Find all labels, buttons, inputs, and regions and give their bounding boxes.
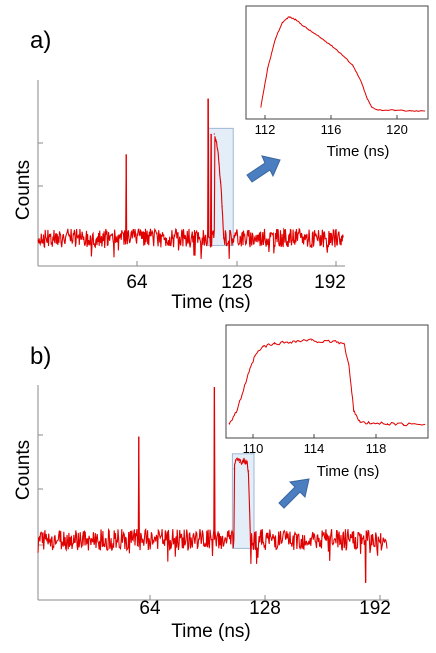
series-point bbox=[218, 163, 220, 165]
series-point bbox=[249, 539, 251, 541]
inset-series-point bbox=[262, 346, 264, 348]
inset-series-point bbox=[359, 422, 361, 424]
inset-series-point bbox=[286, 341, 288, 343]
x-tick-label-b-2: 128 bbox=[249, 598, 281, 619]
arrow-a bbox=[246, 155, 281, 183]
xlabel-b: Time (ns) bbox=[171, 621, 251, 642]
inset-series-point bbox=[371, 106, 373, 108]
x-tick-label-b-1: 64 bbox=[139, 598, 161, 619]
plot-a-data bbox=[37, 98, 344, 259]
inset-series-point bbox=[348, 364, 350, 366]
inset-series-point bbox=[336, 49, 338, 51]
inset-series-point bbox=[246, 377, 248, 379]
inset-series-point bbox=[319, 37, 321, 39]
series-point bbox=[239, 461, 241, 463]
inset-series-point bbox=[311, 31, 313, 33]
inset-b-tick-label-3: 118 bbox=[366, 441, 387, 456]
inset-series-point bbox=[275, 37, 277, 39]
inset-series-point bbox=[328, 42, 330, 44]
inset-series-point bbox=[298, 340, 300, 342]
inset-series-point bbox=[353, 65, 355, 67]
inset-b-xlabel: Time (ns) bbox=[317, 463, 380, 480]
arrow-b bbox=[278, 478, 310, 509]
series-point bbox=[215, 138, 217, 141]
inset-series-point bbox=[403, 423, 405, 425]
inset-b-frame bbox=[225, 324, 429, 439]
inset-series-point bbox=[303, 25, 305, 27]
inset-series-point bbox=[260, 106, 262, 108]
inset-a-xlabel: Time (ns) bbox=[327, 143, 390, 160]
inset-a: 112 116 120 Time (ns) bbox=[245, 5, 429, 160]
series-trace bbox=[37, 98, 344, 259]
inset-series-point bbox=[311, 339, 313, 341]
inset-series-point bbox=[267, 68, 269, 70]
inset-a-frame bbox=[245, 5, 429, 120]
inset-series-point bbox=[273, 343, 275, 345]
plot-b-axes bbox=[37, 385, 389, 601]
inset-series-point bbox=[361, 82, 363, 84]
inset-series-point bbox=[410, 110, 412, 112]
plot-b-data bbox=[37, 387, 388, 583]
series-point bbox=[213, 133, 215, 135]
series-point bbox=[220, 181, 222, 183]
inset-series-point bbox=[424, 423, 426, 425]
series-point bbox=[242, 459, 244, 461]
inset-series-point bbox=[343, 343, 345, 345]
inset-series-point bbox=[370, 422, 372, 424]
x-tick-label-a-1: 64 bbox=[126, 272, 148, 293]
inset-b: 110 114 118 Time (ns) bbox=[225, 324, 429, 480]
series-trace bbox=[37, 387, 388, 583]
panel-b: b) Counts 64 128 192 Time (ns) 110 bbox=[13, 324, 429, 642]
inset-series-point bbox=[288, 16, 290, 18]
inset-series-point bbox=[333, 340, 335, 342]
panel-a: a) Counts 64 128 192 Time (ns) 112 116 bbox=[13, 5, 429, 313]
inset-series-point bbox=[366, 97, 368, 99]
inset-a-tick-label-3: 120 bbox=[386, 122, 408, 137]
series-point bbox=[246, 461, 248, 463]
inset-series-point bbox=[322, 341, 324, 343]
panel-label-b: b) bbox=[30, 343, 51, 370]
x-tick-label-b-3: 192 bbox=[359, 598, 391, 619]
ylabel-b: Counts bbox=[13, 440, 34, 500]
inset-series-point bbox=[228, 422, 230, 424]
inset-b-tick-label-1: 110 bbox=[243, 441, 264, 456]
ylabel-a: Counts bbox=[13, 160, 34, 220]
inset-series-point bbox=[353, 409, 355, 411]
inset-series-point bbox=[254, 355, 256, 357]
x-tick-label-a-3: 192 bbox=[314, 272, 346, 293]
panel-label-a: a) bbox=[30, 27, 51, 54]
inset-series-point bbox=[377, 109, 379, 111]
inset-a-tick-label-1: 112 bbox=[255, 122, 276, 137]
inset-series-line bbox=[260, 16, 425, 112]
plot-a-axes bbox=[37, 80, 345, 267]
inset-series-point bbox=[394, 109, 396, 111]
inset-series-point bbox=[236, 409, 238, 411]
x-tick-label-a-2: 128 bbox=[221, 272, 253, 293]
series-point bbox=[223, 237, 225, 239]
inset-a-tick-label-2: 116 bbox=[321, 122, 342, 137]
inset-series-point bbox=[424, 110, 426, 112]
inset-series-point bbox=[344, 57, 346, 59]
inset-series-point bbox=[295, 19, 297, 21]
series-point bbox=[216, 148, 219, 150]
inset-b-tick-label-2: 114 bbox=[304, 441, 325, 456]
inset-series-point bbox=[281, 21, 283, 23]
inset-series-point bbox=[387, 422, 389, 424]
inset-b-data bbox=[228, 338, 426, 427]
series-point bbox=[233, 468, 235, 470]
series-point bbox=[235, 459, 237, 461]
xlabel-a: Time (ns) bbox=[171, 292, 251, 313]
series-point bbox=[248, 470, 250, 472]
inset-a-data bbox=[260, 16, 426, 112]
series-point bbox=[221, 205, 223, 208]
